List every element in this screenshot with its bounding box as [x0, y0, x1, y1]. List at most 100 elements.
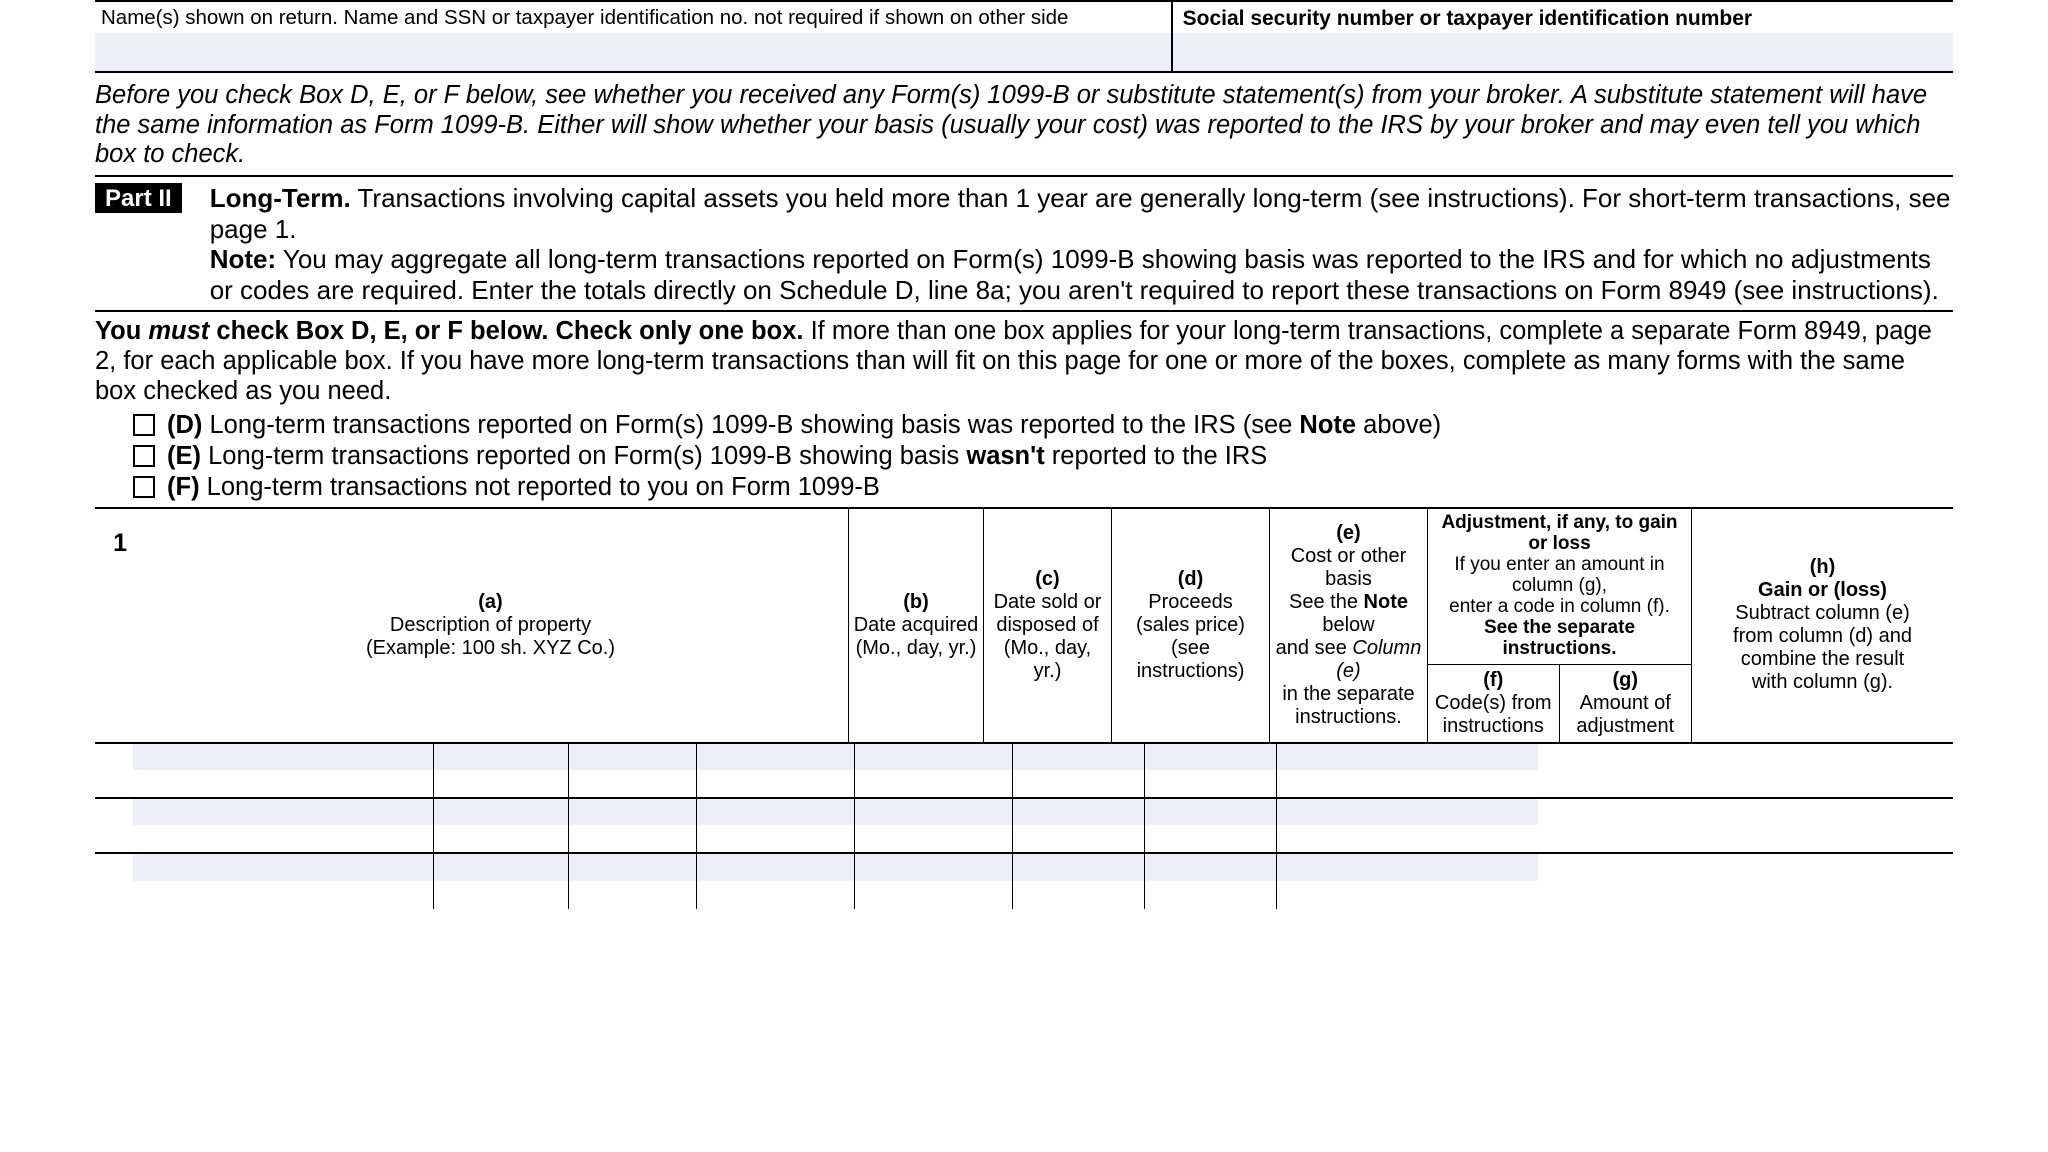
- col-b-header: (b) Date acquired (Mo., day, yr.): [848, 509, 983, 741]
- cell-g[interactable]: [1144, 799, 1276, 852]
- cell-d[interactable]: [696, 799, 854, 852]
- you-text: You: [95, 317, 148, 345]
- cell-c[interactable]: [568, 854, 696, 909]
- col-g-h: (g): [1612, 669, 1638, 691]
- col-e-post: below: [1322, 614, 1374, 636]
- fg-l4: See the separate instructions.: [1484, 617, 1635, 659]
- col-h-h: (h): [1810, 556, 1836, 578]
- cell-h[interactable]: [1276, 799, 1538, 852]
- long-term-rest: Transactions involving capital assets yo…: [210, 183, 1951, 244]
- cell-a[interactable]: [133, 854, 433, 909]
- cell-b[interactable]: [433, 744, 568, 797]
- checkbox-e-text: (E) Long-term transactions reported on F…: [167, 441, 1267, 472]
- row-number: 1: [95, 509, 133, 741]
- col-f-h: (f): [1483, 669, 1503, 691]
- data-rows: [95, 744, 1953, 909]
- row-spacer: [95, 799, 133, 852]
- col-h-header: (h) Gain or (loss) Subtract column (e) f…: [1691, 509, 1953, 741]
- col-c-l3: (Mo., day, yr.): [988, 637, 1107, 683]
- col-b-h: (b): [903, 591, 929, 613]
- col-g-l1: Amount of: [1564, 692, 1688, 715]
- cell-c[interactable]: [568, 799, 696, 852]
- col-fg-bottom: (f) Code(s) from instructions (g) Amount…: [1428, 665, 1691, 742]
- checkbox-row-f: (F) Long-term transactions not reported …: [133, 472, 1953, 503]
- intro-instructions: Before you check Box D, E, or F below, s…: [95, 73, 1953, 177]
- cb-e-pre: Long-term transactions reported on Form(…: [201, 442, 966, 470]
- cb-d-letter: (D): [167, 411, 202, 439]
- col-d-l1: Proceeds: [1116, 591, 1265, 614]
- col-fg-header: Adjustment, if any, to gain or loss If y…: [1427, 509, 1691, 741]
- col-b-l2: (Mo., day, yr.): [853, 637, 979, 660]
- cell-g[interactable]: [1144, 854, 1276, 909]
- name-label: Name(s) shown on return. Name and SSN or…: [95, 2, 1173, 33]
- cell-f[interactable]: [1012, 799, 1144, 852]
- col-e-l4: in the separate: [1274, 683, 1423, 706]
- bold-rest: check Box D, E, or F below. Check only o…: [209, 317, 803, 345]
- part-ii-badge: Part II: [95, 183, 182, 213]
- col-d-l2: (sales price): [1116, 614, 1265, 637]
- cb-d-note: Note: [1299, 411, 1356, 439]
- you-must-block: You must check Box D, E, or F below. Che…: [95, 312, 1953, 410]
- col-e-l1: Cost or other basis: [1274, 545, 1423, 591]
- cb-d-pre: Long-term transactions reported on Form(…: [202, 411, 1299, 439]
- col-e-l3a: and see: [1276, 637, 1353, 659]
- intro-text: Before you check Box D, E, or F below, s…: [95, 81, 1927, 168]
- col-c-h: (c): [1035, 568, 1059, 590]
- checkbox-row-d: (D) Long-term transactions reported on F…: [133, 410, 1953, 441]
- checkbox-row-e: (E) Long-term transactions reported on F…: [133, 441, 1953, 472]
- cb-e-post: reported to the IRS: [1045, 442, 1268, 470]
- col-b-l1: Date acquired: [853, 614, 979, 637]
- col-g-header: (g) Amount of adjustment: [1560, 665, 1692, 742]
- cell-d[interactable]: [696, 854, 854, 909]
- col-e-pre: See the: [1289, 591, 1364, 613]
- part-ii-text: Long-Term. Transactions involving capita…: [210, 183, 1953, 306]
- cell-d[interactable]: [696, 744, 854, 797]
- col-e-header: (e) Cost or other basis See the Note bel…: [1269, 509, 1427, 741]
- cell-f[interactable]: [1012, 854, 1144, 909]
- column-header-row: 1 (a) Description of property (Example: …: [95, 507, 1953, 743]
- col-h-l1: Gain or (loss): [1758, 579, 1887, 601]
- cell-b[interactable]: [433, 799, 568, 852]
- col-f-l2: instructions: [1432, 715, 1555, 738]
- col-f-header: (f) Code(s) from instructions: [1428, 665, 1560, 742]
- cell-e[interactable]: [854, 854, 1012, 909]
- cb-e-wasnt: wasn't: [966, 442, 1044, 470]
- cell-e[interactable]: [854, 799, 1012, 852]
- name-input[interactable]: [95, 33, 1173, 71]
- table-row: [95, 854, 1953, 909]
- cb-f-letter: (F): [167, 473, 200, 501]
- cell-c[interactable]: [568, 744, 696, 797]
- checkbox-f[interactable]: [133, 476, 155, 498]
- cell-a[interactable]: [133, 744, 433, 797]
- col-fg-top: Adjustment, if any, to gain or loss If y…: [1428, 509, 1691, 664]
- col-a-l2: (Example: 100 sh. XYZ Co.): [137, 637, 844, 660]
- ssn-input[interactable]: [1173, 33, 1953, 71]
- cell-e[interactable]: [854, 744, 1012, 797]
- cell-h[interactable]: [1276, 854, 1538, 909]
- form-page: Name(s) shown on return. Name and SSN or…: [0, 0, 2048, 909]
- col-f-l1: Code(s) from: [1432, 692, 1555, 715]
- checkbox-d-text: (D) Long-term transactions reported on F…: [167, 410, 1441, 441]
- col-e-h: (e): [1336, 522, 1360, 544]
- table-row: [95, 744, 1953, 799]
- cell-f[interactable]: [1012, 744, 1144, 797]
- cell-a[interactable]: [133, 799, 433, 852]
- table-row: [95, 799, 1953, 854]
- row-spacer: [95, 744, 133, 797]
- cb-d-post: above): [1356, 411, 1441, 439]
- ssn-label: Social security number or taxpayer ident…: [1173, 2, 1953, 33]
- cell-g[interactable]: [1144, 744, 1276, 797]
- header-row: Name(s) shown on return. Name and SSN or…: [95, 0, 1953, 33]
- col-e-l5: instructions.: [1274, 706, 1423, 729]
- checkbox-f-text: (F) Long-term transactions not reported …: [167, 472, 880, 503]
- col-d-header: (d) Proceeds (sales price) (see instruct…: [1111, 509, 1269, 741]
- row-spacer: [95, 854, 133, 909]
- checkbox-section: (D) Long-term transactions reported on F…: [95, 410, 1953, 507]
- cell-b[interactable]: [433, 854, 568, 909]
- col-d-l3: (see instructions): [1116, 637, 1265, 683]
- cb-e-letter: (E): [167, 442, 201, 470]
- cell-h[interactable]: [1276, 744, 1538, 797]
- note-bold: Note:: [210, 244, 276, 274]
- checkbox-d[interactable]: [133, 414, 155, 436]
- checkbox-e[interactable]: [133, 445, 155, 467]
